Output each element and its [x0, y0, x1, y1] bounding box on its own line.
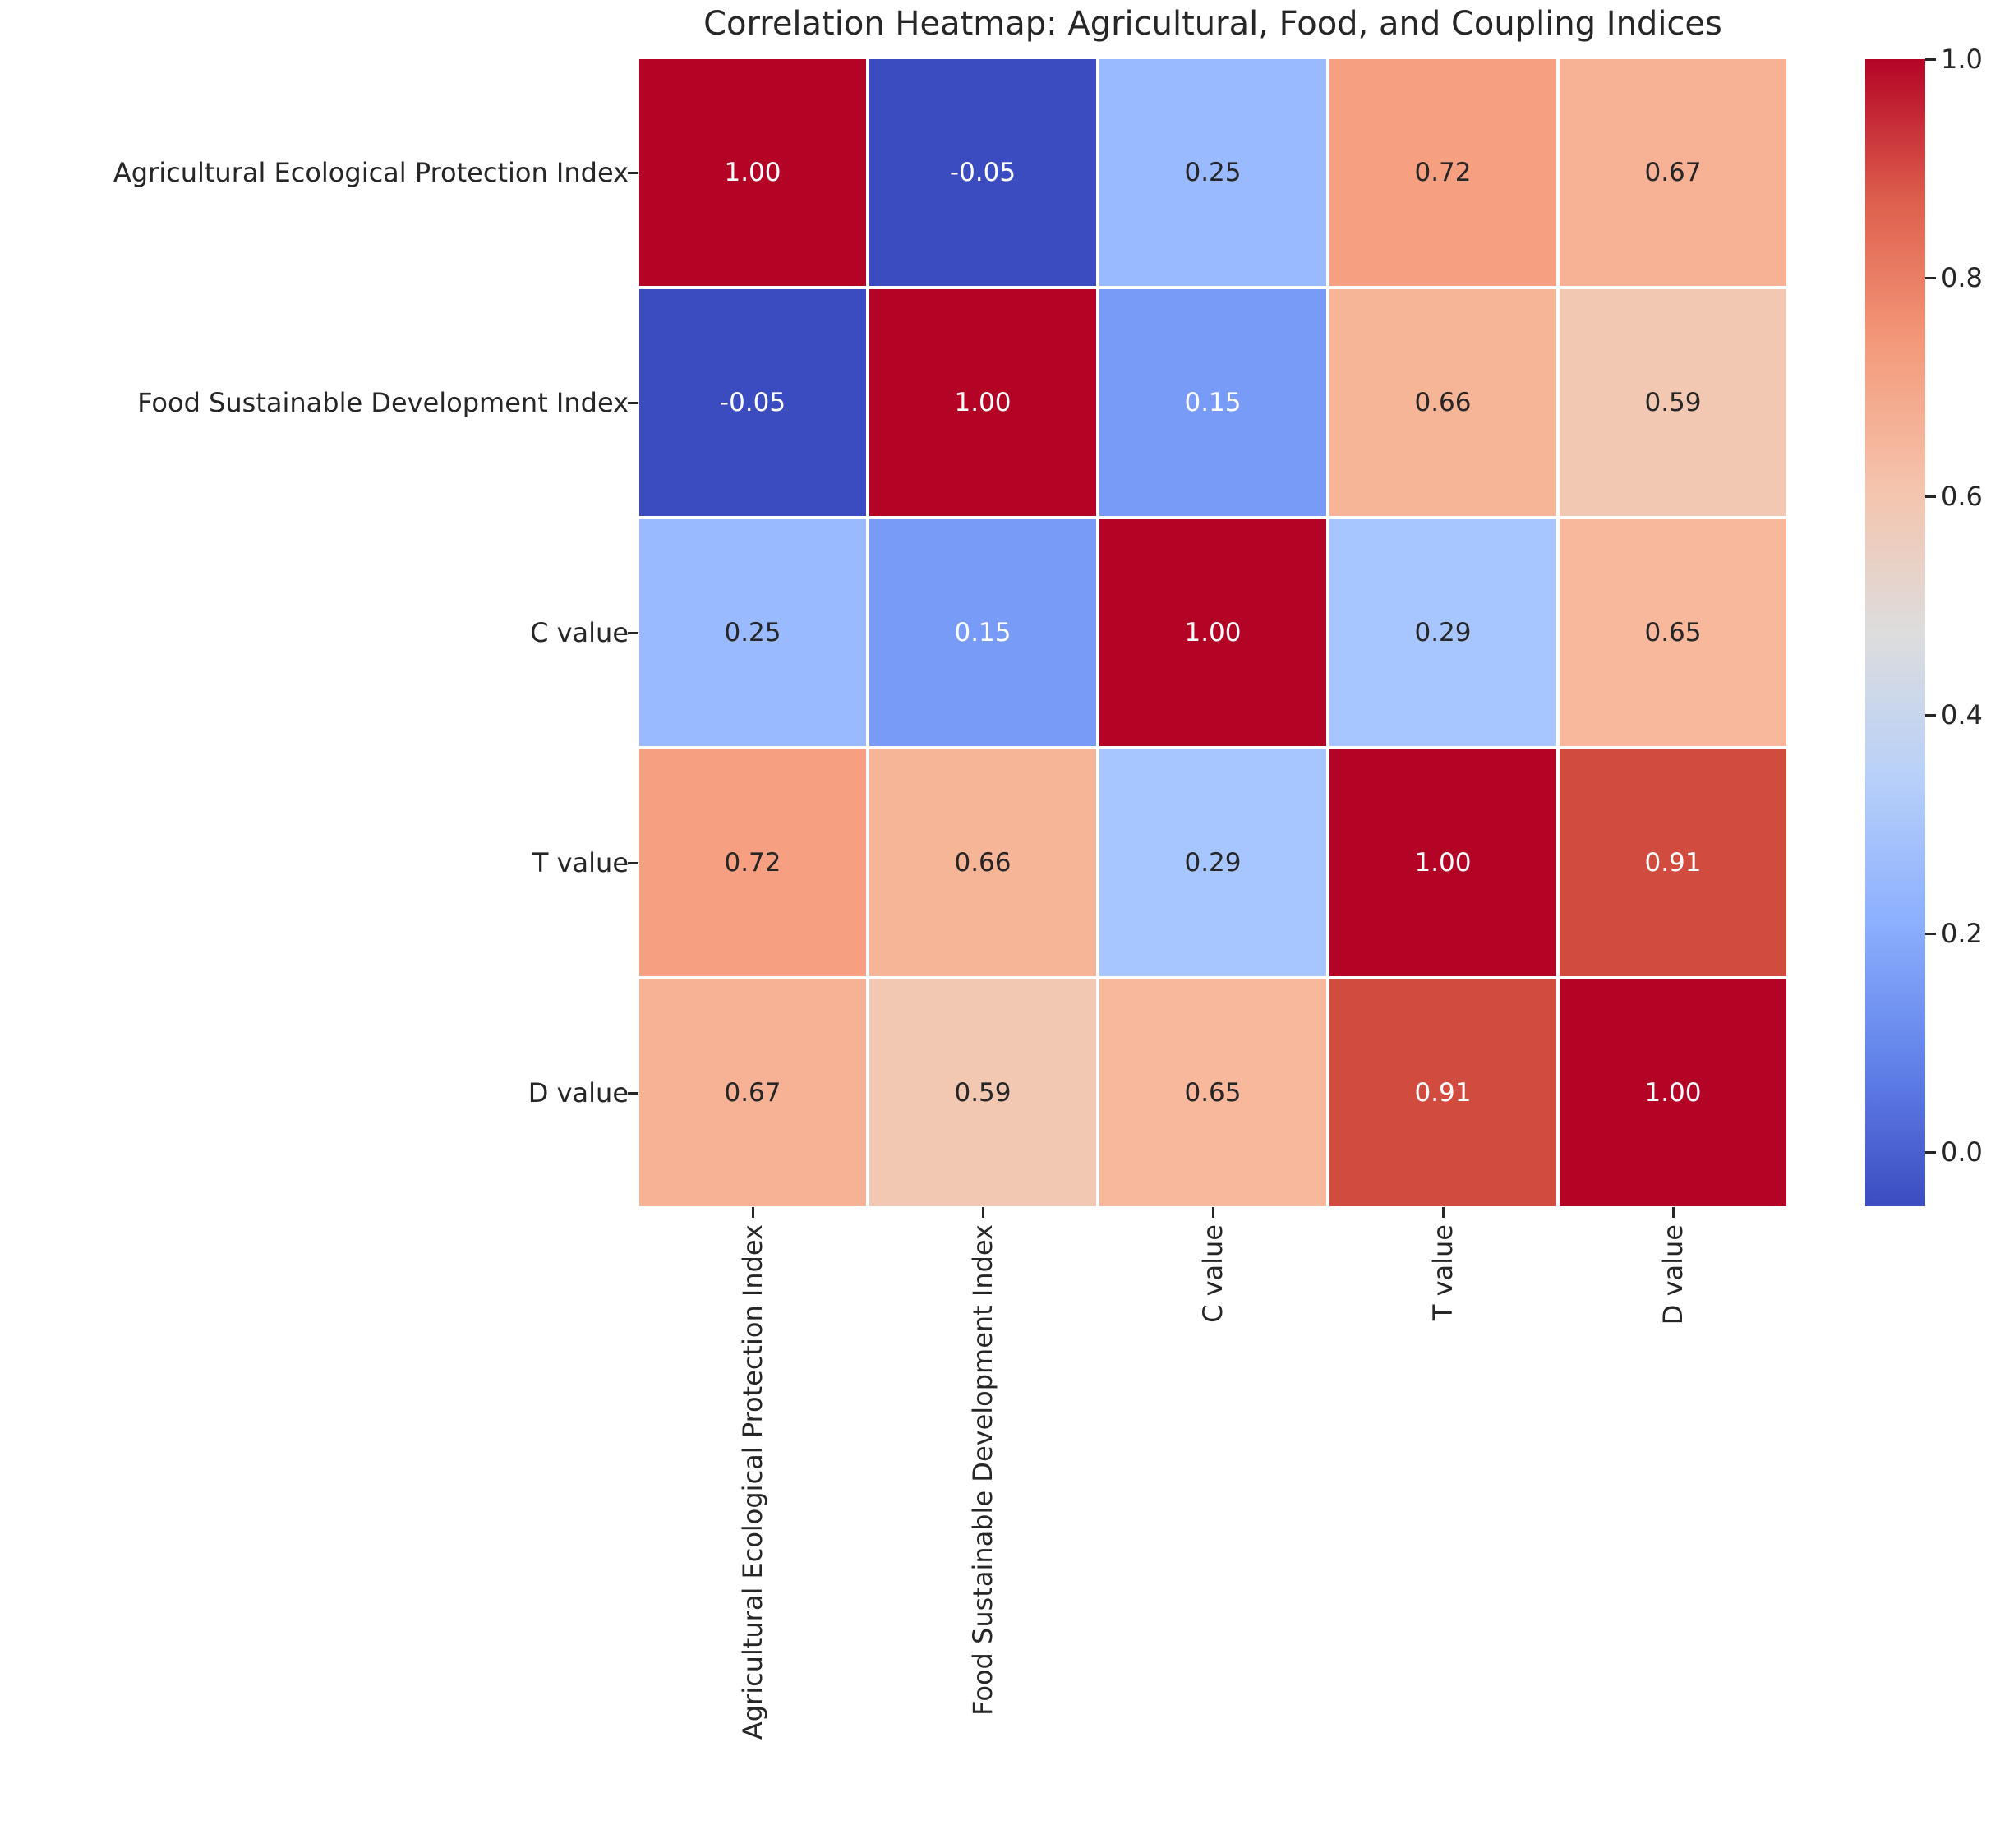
y-tick-label: D value — [528, 1077, 629, 1108]
colorbar-tick-label: 0.6 — [1941, 480, 1983, 512]
cell-value: 0.59 — [954, 1078, 1012, 1108]
colorbar-tick — [1925, 58, 1936, 61]
y-tick — [628, 632, 638, 634]
cell-value: 0.59 — [1644, 388, 1702, 417]
x-tick-label: Agricultural Ecological Protection Index — [737, 1224, 768, 1740]
y-tick-label: Agricultural Ecological Protection Index — [113, 157, 629, 188]
x-tick-label: C value — [1197, 1224, 1228, 1323]
cell-value: 0.66 — [954, 848, 1012, 878]
y-tick — [628, 172, 638, 174]
colorbar-tick — [1925, 932, 1936, 935]
heatmap-cell: 0.59 — [1560, 289, 1786, 516]
heatmap-cell: 0.67 — [1560, 59, 1786, 286]
x-tick — [752, 1207, 754, 1218]
heatmap-cell: 1.00 — [1560, 979, 1786, 1206]
heatmap-cell: 0.25 — [639, 519, 866, 746]
cell-value: 0.67 — [724, 1078, 781, 1108]
heatmap-cell: 0.72 — [639, 749, 866, 976]
heatmap-cell: -0.05 — [639, 289, 866, 516]
colorbar-gradient — [1865, 59, 1925, 1206]
heatmap-cell: 0.59 — [869, 979, 1096, 1206]
cell-value: 1.00 — [1184, 618, 1242, 647]
x-tick — [982, 1207, 984, 1218]
x-tick-label: D value — [1657, 1224, 1689, 1325]
cell-value: 0.15 — [1184, 388, 1242, 417]
heatmap-cell: -0.05 — [869, 59, 1096, 286]
cell-value: 1.00 — [954, 388, 1012, 417]
heatmap-cell: 0.67 — [639, 979, 866, 1206]
cell-value: 0.25 — [724, 618, 781, 647]
cell-value: 0.25 — [1184, 158, 1242, 187]
heatmap-grid: 1.00 -0.05 0.25 0.72 0.67 -0.05 1.00 0.15 0.66 0.… — [639, 59, 1786, 1206]
heatmap-cell: 0.29 — [1329, 519, 1556, 746]
colorbar-tick — [1925, 713, 1936, 717]
cell-value: 0.29 — [1414, 618, 1472, 647]
heatmap-cell: 1.00 — [869, 289, 1096, 516]
heatmap-cell: 1.00 — [1099, 519, 1326, 746]
cell-value: 0.15 — [954, 618, 1012, 647]
heatmap-cell: 1.00 — [1329, 749, 1556, 976]
y-tick-label: Food Sustainable Development Index — [137, 387, 629, 418]
colorbar-tick-label: 0.8 — [1941, 261, 1983, 293]
heatmap-cell: 0.66 — [1329, 289, 1556, 516]
heatmap-cell: 0.91 — [1329, 979, 1556, 1206]
heatmap-cell: 0.65 — [1099, 979, 1326, 1206]
colorbar-tick — [1925, 495, 1936, 498]
cell-value: 0.29 — [1184, 848, 1242, 878]
cell-value: 0.72 — [724, 848, 781, 878]
x-tick — [1672, 1207, 1675, 1218]
x-tick — [1212, 1207, 1214, 1218]
cell-value: 0.67 — [1644, 158, 1702, 187]
colorbar-tick-label: 1.0 — [1941, 44, 1983, 75]
cell-value: 0.65 — [1644, 618, 1702, 647]
cell-value: -0.05 — [719, 388, 786, 417]
cell-value: -0.05 — [949, 158, 1016, 187]
heatmap-cell: 1.00 — [639, 59, 866, 286]
colorbar-tick — [1925, 276, 1936, 279]
cell-value: 0.72 — [1414, 158, 1472, 187]
heatmap-cell: 0.15 — [869, 519, 1096, 746]
heatmap-cell: 0.15 — [1099, 289, 1326, 516]
heatmap-cell: 0.65 — [1560, 519, 1786, 746]
colorbar-tick-label: 0.4 — [1941, 698, 1983, 730]
colorbar — [1865, 59, 1925, 1206]
y-tick-label: C value — [530, 617, 629, 648]
cell-value: 1.00 — [724, 158, 781, 187]
colorbar-tick-label: 0.2 — [1941, 917, 1983, 949]
cell-value: 1.00 — [1414, 848, 1472, 878]
cell-value: 0.65 — [1184, 1078, 1242, 1108]
colorbar-tick — [1925, 1150, 1936, 1154]
cell-value: 1.00 — [1644, 1078, 1702, 1108]
heatmap-cell: 0.72 — [1329, 59, 1556, 286]
y-tick — [628, 402, 638, 404]
cell-value: 0.91 — [1414, 1078, 1472, 1108]
y-tick — [628, 1092, 638, 1095]
chart-title: Correlation Heatmap: Agricultural, Food,… — [703, 5, 1722, 43]
cell-value: 0.91 — [1644, 848, 1702, 878]
y-tick — [628, 862, 638, 864]
heatmap-cell: 0.29 — [1099, 749, 1326, 976]
colorbar-tick-label: 0.0 — [1941, 1136, 1983, 1168]
heatmap-cell: 0.25 — [1099, 59, 1326, 286]
heatmap-cell: 0.66 — [869, 749, 1096, 976]
x-tick-label: T value — [1427, 1224, 1459, 1321]
x-tick-label: Food Sustainable Development Index — [967, 1224, 998, 1716]
x-tick — [1442, 1207, 1445, 1218]
y-tick-label: T value — [532, 847, 629, 878]
heatmap-cell: 0.91 — [1560, 749, 1786, 976]
cell-value: 0.66 — [1414, 388, 1472, 417]
